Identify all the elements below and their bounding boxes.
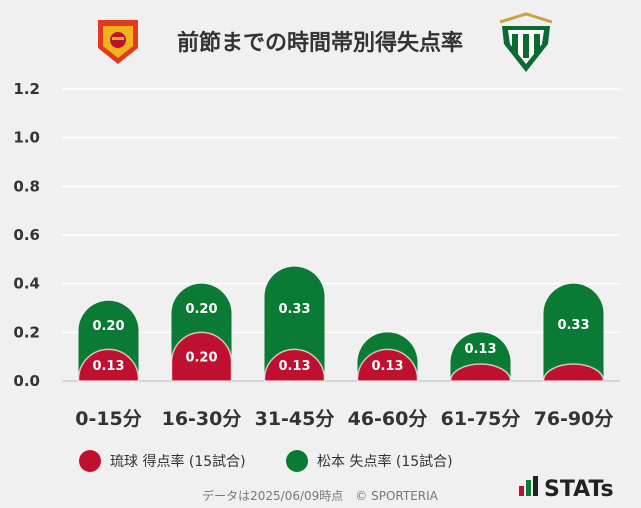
gridlines <box>62 88 620 382</box>
data-label-ryukyu: 0.20 <box>185 351 217 366</box>
bar-matsumoto <box>264 266 325 381</box>
x-tick-label: 76-90分 <box>534 408 614 430</box>
stats-logo-icon <box>519 476 538 496</box>
bar-ryukyu <box>356 348 419 382</box>
legend-swatch-matsumoto <box>286 450 308 472</box>
data-label-ryukyu: 0.13 <box>92 359 124 374</box>
ryukyu-emblem-icon <box>98 20 138 64</box>
chart-title: 前節までの時間帯別得失点率 <box>177 30 463 56</box>
data-label-matsumoto: 0.33 <box>557 318 589 333</box>
y-axis: 0.0 0.2 0.4 0.6 0.8 1.0 1.2 <box>13 80 40 390</box>
data-label-ryukyu: 0.13 <box>278 359 310 374</box>
footer-note: データは2025/06/09時点 © SPORTERIA <box>202 488 439 503</box>
y-tick-label: 1.2 <box>13 80 40 98</box>
y-tick-label: 0.6 <box>13 226 40 244</box>
bar-ryukyu <box>542 363 605 382</box>
legend-label-ryukyu: 琉球 得点率 (15試合) <box>110 453 246 470</box>
y-tick-label: 0.2 <box>13 323 40 341</box>
bars: 0.20 0.13 0.20 0.20 0.33 0.13 0.13 0.13 0.33 <box>77 266 605 382</box>
y-tick-label: 1.0 <box>13 129 40 147</box>
data-label-matsumoto: 0.13 <box>464 342 496 357</box>
data-label-matsumoto: 0.20 <box>185 302 217 317</box>
bar-ryukyu <box>263 348 326 382</box>
legend-label-matsumoto: 松本 失点率 (15試合) <box>317 453 453 470</box>
legend: 琉球 得点率 (15試合) 松本 失点率 (15試合) <box>79 450 453 472</box>
matsumoto-emblem-icon <box>499 12 553 72</box>
x-tick-label: 0-15分 <box>75 408 142 430</box>
data-label-matsumoto: 0.33 <box>278 302 310 317</box>
y-tick-label: 0.0 <box>13 372 40 390</box>
bar-ryukyu <box>170 331 233 382</box>
x-tick-label: 61-75分 <box>441 408 521 430</box>
y-tick-label: 0.8 <box>13 177 40 195</box>
brand-name: STATs <box>544 477 614 502</box>
data-label-ryukyu: 0.13 <box>371 359 403 374</box>
bar-ryukyu <box>77 348 140 382</box>
x-tick-label: 16-30分 <box>162 408 242 430</box>
data-label-matsumoto: 0.20 <box>92 319 124 334</box>
x-tick-label: 31-45分 <box>255 408 335 430</box>
legend-swatch-ryukyu <box>79 450 101 472</box>
x-tick-label: 46-60分 <box>348 408 428 430</box>
bar-matsumoto <box>543 283 604 381</box>
bar-ryukyu <box>449 363 512 382</box>
y-tick-label: 0.4 <box>13 275 40 293</box>
x-axis: 0-15分 16-30分 31-45分 46-60分 61-75分 76-90分 <box>75 408 613 430</box>
